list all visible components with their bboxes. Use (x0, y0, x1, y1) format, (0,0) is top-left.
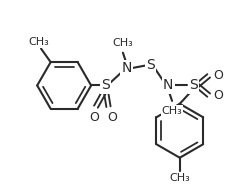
Text: S: S (189, 78, 198, 92)
Text: CH₃: CH₃ (169, 173, 190, 183)
Text: O: O (213, 89, 223, 102)
Text: O: O (107, 112, 117, 125)
Text: CH₃: CH₃ (162, 106, 182, 116)
Text: N: N (163, 78, 174, 92)
Text: N: N (121, 61, 132, 75)
Text: O: O (213, 69, 223, 82)
Text: CH₃: CH₃ (29, 37, 49, 47)
Text: S: S (101, 78, 110, 92)
Text: CH₃: CH₃ (113, 38, 133, 48)
Text: S: S (146, 58, 155, 72)
Text: O: O (89, 112, 99, 125)
